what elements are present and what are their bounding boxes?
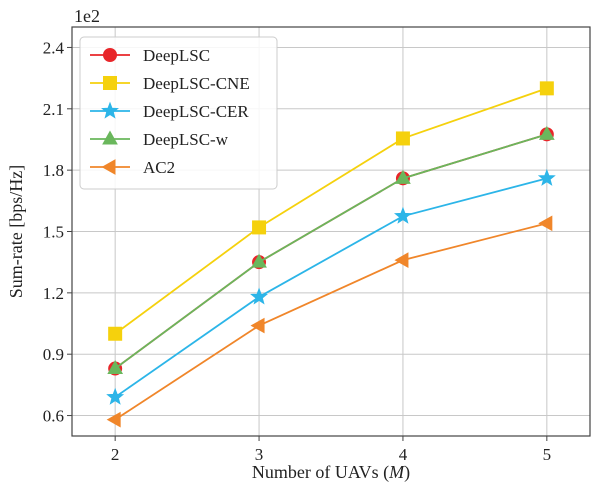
data-point <box>106 411 121 428</box>
y-tick-label: 2.1 <box>43 100 64 119</box>
x-axis-title: Number of UAVs (M) <box>252 462 410 483</box>
legend-item: DeepLSC-CNE <box>90 74 250 93</box>
series-line <box>114 133 548 370</box>
series-line <box>114 87 548 335</box>
data-point <box>395 131 410 146</box>
data-point <box>538 215 553 232</box>
y-axis-multiplier: 1e2 <box>74 6 100 26</box>
data-point <box>106 387 125 405</box>
x-axis-title-close: ) <box>404 462 410 483</box>
legend-box <box>79 36 278 190</box>
x-tick-label: 4 <box>399 445 408 464</box>
legend-marker <box>103 48 117 62</box>
data-point <box>538 125 555 140</box>
y-tick-label: 2.4 <box>43 38 65 57</box>
x-tick-label: 2 <box>111 445 120 464</box>
y-tick-label: 1.8 <box>43 161 64 180</box>
x-axis-title-variable: M <box>388 462 405 482</box>
x-axis-title-text: Number of UAVs ( <box>252 462 389 483</box>
data-point <box>250 317 265 334</box>
legend-item: DeepLSC <box>90 46 210 65</box>
y-tick-label: 0.6 <box>43 407 64 426</box>
series-line <box>114 177 548 398</box>
legend-label: DeepLSC-CER <box>143 102 249 121</box>
legend-label: DeepLSC <box>143 46 210 65</box>
legend-item: DeepLSC-CER <box>90 101 249 121</box>
data-point <box>394 206 412 224</box>
series-deeplsc-cne <box>108 81 554 341</box>
data-point <box>395 169 411 184</box>
series-deeplsc-w <box>107 125 555 375</box>
x-tick-label: 5 <box>543 445 552 464</box>
x-tick-label: 3 <box>255 445 264 464</box>
series-deeplsc-cer <box>106 168 556 405</box>
legend-marker <box>101 159 116 175</box>
legend-marker <box>102 130 118 145</box>
legend-item: AC2 <box>90 158 175 177</box>
y-axis: 0.6 0.9 1.2 1.5 1.8 2.1 2.4 <box>43 38 72 426</box>
legend-marker <box>101 101 119 119</box>
y-axis-title: Sum-rate [bps/Hz] <box>6 165 26 298</box>
data-point <box>108 326 123 341</box>
data-point <box>539 81 554 96</box>
y-tick-label: 1.2 <box>43 284 64 303</box>
legend-item: DeepLSC-w <box>90 130 229 149</box>
legend-marker <box>103 76 117 90</box>
y-tick-label: 0.9 <box>43 345 64 364</box>
data-point <box>394 252 409 268</box>
y-tick-label: 1.5 <box>43 223 64 242</box>
data-point <box>250 287 268 305</box>
data-point <box>252 220 267 235</box>
legend-label: DeepLSC-CNE <box>143 74 250 93</box>
data-point <box>537 168 556 186</box>
x-axis: 2 3 4 5 <box>111 436 551 464</box>
data-point <box>251 253 267 268</box>
legend-label: AC2 <box>143 158 175 177</box>
series-layer <box>106 81 556 428</box>
legend: DeepLSC DeepLSC-CNE DeepLSC-CER DeepLSC-w AC… <box>79 36 278 190</box>
legend-label: DeepLSC-w <box>143 130 229 149</box>
data-point <box>107 359 124 375</box>
series-line <box>114 222 548 421</box>
series-ac2 <box>106 215 553 428</box>
